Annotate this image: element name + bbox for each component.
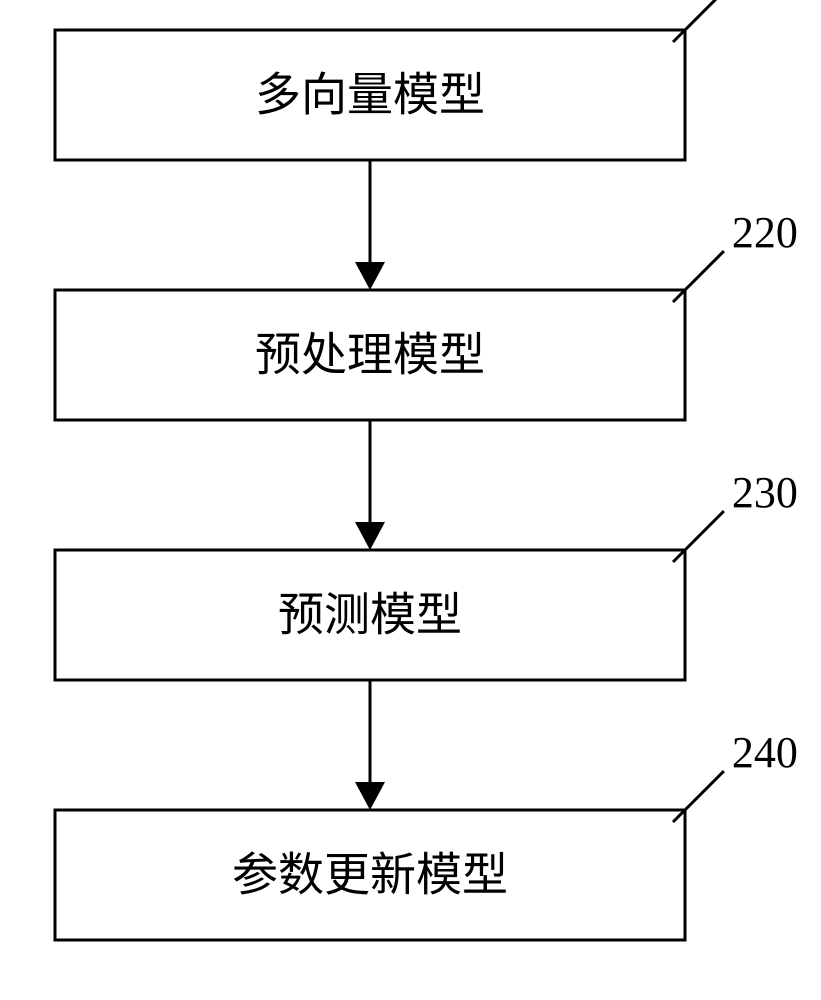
ref-number: 240 bbox=[732, 728, 798, 777]
ref-number: 220 bbox=[732, 208, 798, 257]
ref-number: 230 bbox=[732, 468, 798, 517]
node-label: 多向量模型 bbox=[255, 70, 485, 121]
node-label: 预处理模型 bbox=[255, 330, 485, 381]
node-label: 参数更新模型 bbox=[232, 850, 508, 901]
node-label: 预测模型 bbox=[278, 590, 462, 641]
flowchart-canvas: 多向量模型210预处理模型220预测模型230参数更新模型240 bbox=[0, 0, 821, 1000]
